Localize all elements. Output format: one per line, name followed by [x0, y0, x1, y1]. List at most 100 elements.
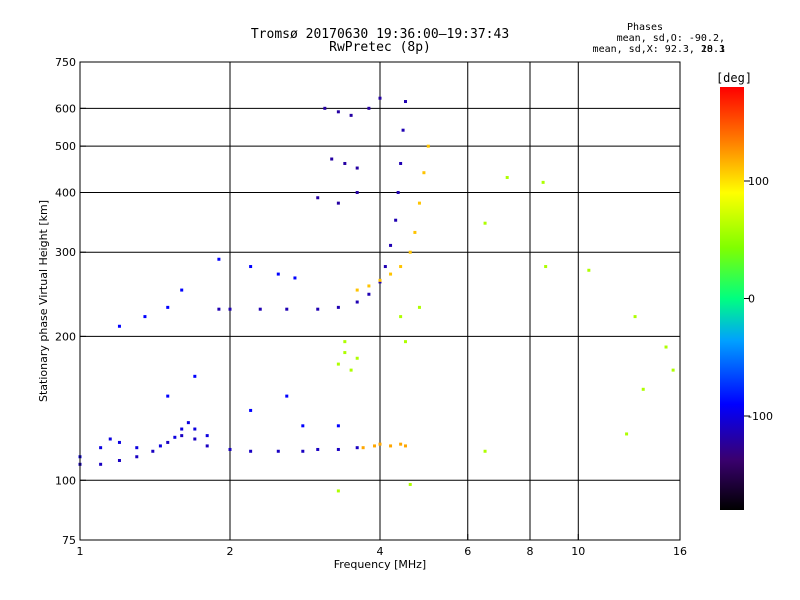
- echo-point: [355, 288, 359, 292]
- y-axis-label: Stationary phase Virtual Height [km]: [37, 200, 50, 402]
- echo-point: [671, 368, 675, 372]
- echo-point: [389, 272, 393, 276]
- echo-point: [413, 230, 417, 234]
- echo-point: [135, 446, 139, 450]
- y-tick-label: 300: [55, 246, 76, 259]
- chart-title: Tromsø 20170630 19:36:00–19:37:43: [250, 27, 510, 42]
- echo-point: [367, 106, 371, 110]
- echo-point: [166, 394, 170, 398]
- echo-point: [403, 340, 407, 344]
- echo-point: [258, 307, 262, 311]
- phases-heading: Phases: [626, 22, 664, 33]
- echo-point: [483, 449, 487, 453]
- echo-point: [403, 100, 407, 104]
- echo-point: [544, 265, 548, 269]
- colorbar-tick-label: -100: [748, 410, 773, 423]
- echo-point: [330, 157, 334, 161]
- echo-point: [180, 427, 184, 431]
- echo-point: [301, 449, 305, 453]
- echo-point: [378, 280, 382, 284]
- echo-point: [285, 307, 289, 311]
- echo-point: [166, 440, 170, 444]
- x-tick-label: 1: [77, 545, 84, 558]
- echo-point: [343, 340, 347, 344]
- echo-point: [228, 447, 232, 451]
- echo-point: [633, 315, 637, 319]
- echo-point: [355, 356, 359, 360]
- echo-point: [349, 368, 353, 372]
- echo-point: [276, 449, 280, 453]
- echo-point: [396, 190, 400, 194]
- echo-point: [180, 434, 184, 438]
- echo-point: [336, 424, 340, 428]
- echo-point: [355, 446, 359, 450]
- echo-point: [378, 96, 382, 100]
- echo-point: [323, 106, 327, 110]
- x-axis-label: Frequency [MHz]: [334, 558, 426, 571]
- y-tick-label: 75: [62, 534, 76, 547]
- echo-point: [193, 374, 197, 378]
- echo-point: [355, 190, 359, 194]
- echo-point: [355, 166, 359, 170]
- echo-point: [389, 444, 393, 448]
- echo-point: [249, 408, 253, 412]
- x-mode-stats: mean, sd,X: 92.3, 20.3: [592, 44, 725, 55]
- x-tick-label: 2: [227, 545, 234, 558]
- x-tick-label: 10: [571, 545, 585, 558]
- echo-point: [422, 171, 426, 175]
- echo-point: [117, 440, 121, 444]
- echo-point: [276, 272, 280, 276]
- echo-point: [217, 257, 221, 261]
- echo-point: [249, 265, 253, 269]
- echo-point: [316, 447, 320, 451]
- x-tick-label: 8: [527, 545, 534, 558]
- echo-point: [316, 196, 320, 200]
- echo-point: [399, 161, 403, 165]
- echo-point: [664, 345, 668, 349]
- echo-point: [336, 110, 340, 114]
- echo-point: [217, 307, 221, 311]
- echo-point: [401, 128, 405, 132]
- scatter-points: [78, 96, 675, 493]
- x-tick-label: 16: [673, 545, 687, 558]
- echo-point: [399, 265, 403, 269]
- colorbar-tick-label: 0: [748, 293, 755, 306]
- echo-point: [367, 292, 371, 296]
- echo-point: [373, 444, 377, 448]
- echo-point: [336, 305, 340, 309]
- colorbar: [720, 87, 744, 510]
- echo-point: [389, 243, 393, 247]
- echo-point: [505, 175, 509, 179]
- echo-point: [408, 482, 412, 486]
- y-tick-label: 100: [55, 474, 76, 487]
- echo-point: [117, 458, 121, 462]
- echo-point: [417, 201, 421, 205]
- echo-point: [378, 278, 382, 282]
- echo-point: [336, 447, 340, 451]
- echo-point: [483, 221, 487, 225]
- colorbar-unit: [deg]: [716, 71, 752, 85]
- echo-point: [541, 180, 545, 184]
- echo-point: [399, 315, 403, 319]
- echo-point: [426, 144, 430, 148]
- colorbar-ticks: 100 0 -100: [744, 175, 773, 423]
- x-axis-ticks: 1 2 4 6 8 10 16: [77, 534, 687, 558]
- x-tick-label: 4: [377, 545, 384, 558]
- y-tick-label: 500: [55, 140, 76, 153]
- grid-lines: [80, 62, 680, 540]
- echo-point: [641, 387, 645, 391]
- echo-point: [403, 444, 407, 448]
- y-tick-label: 200: [55, 330, 76, 343]
- echo-point: [343, 161, 347, 165]
- echo-point: [399, 442, 403, 446]
- echo-point: [417, 305, 421, 309]
- echo-point: [336, 362, 340, 366]
- echo-point: [316, 307, 320, 311]
- echo-point: [193, 437, 197, 441]
- echo-point: [249, 449, 253, 453]
- echo-point: [205, 444, 209, 448]
- echo-point: [343, 351, 347, 355]
- echo-point: [301, 424, 305, 428]
- echo-point: [587, 268, 591, 272]
